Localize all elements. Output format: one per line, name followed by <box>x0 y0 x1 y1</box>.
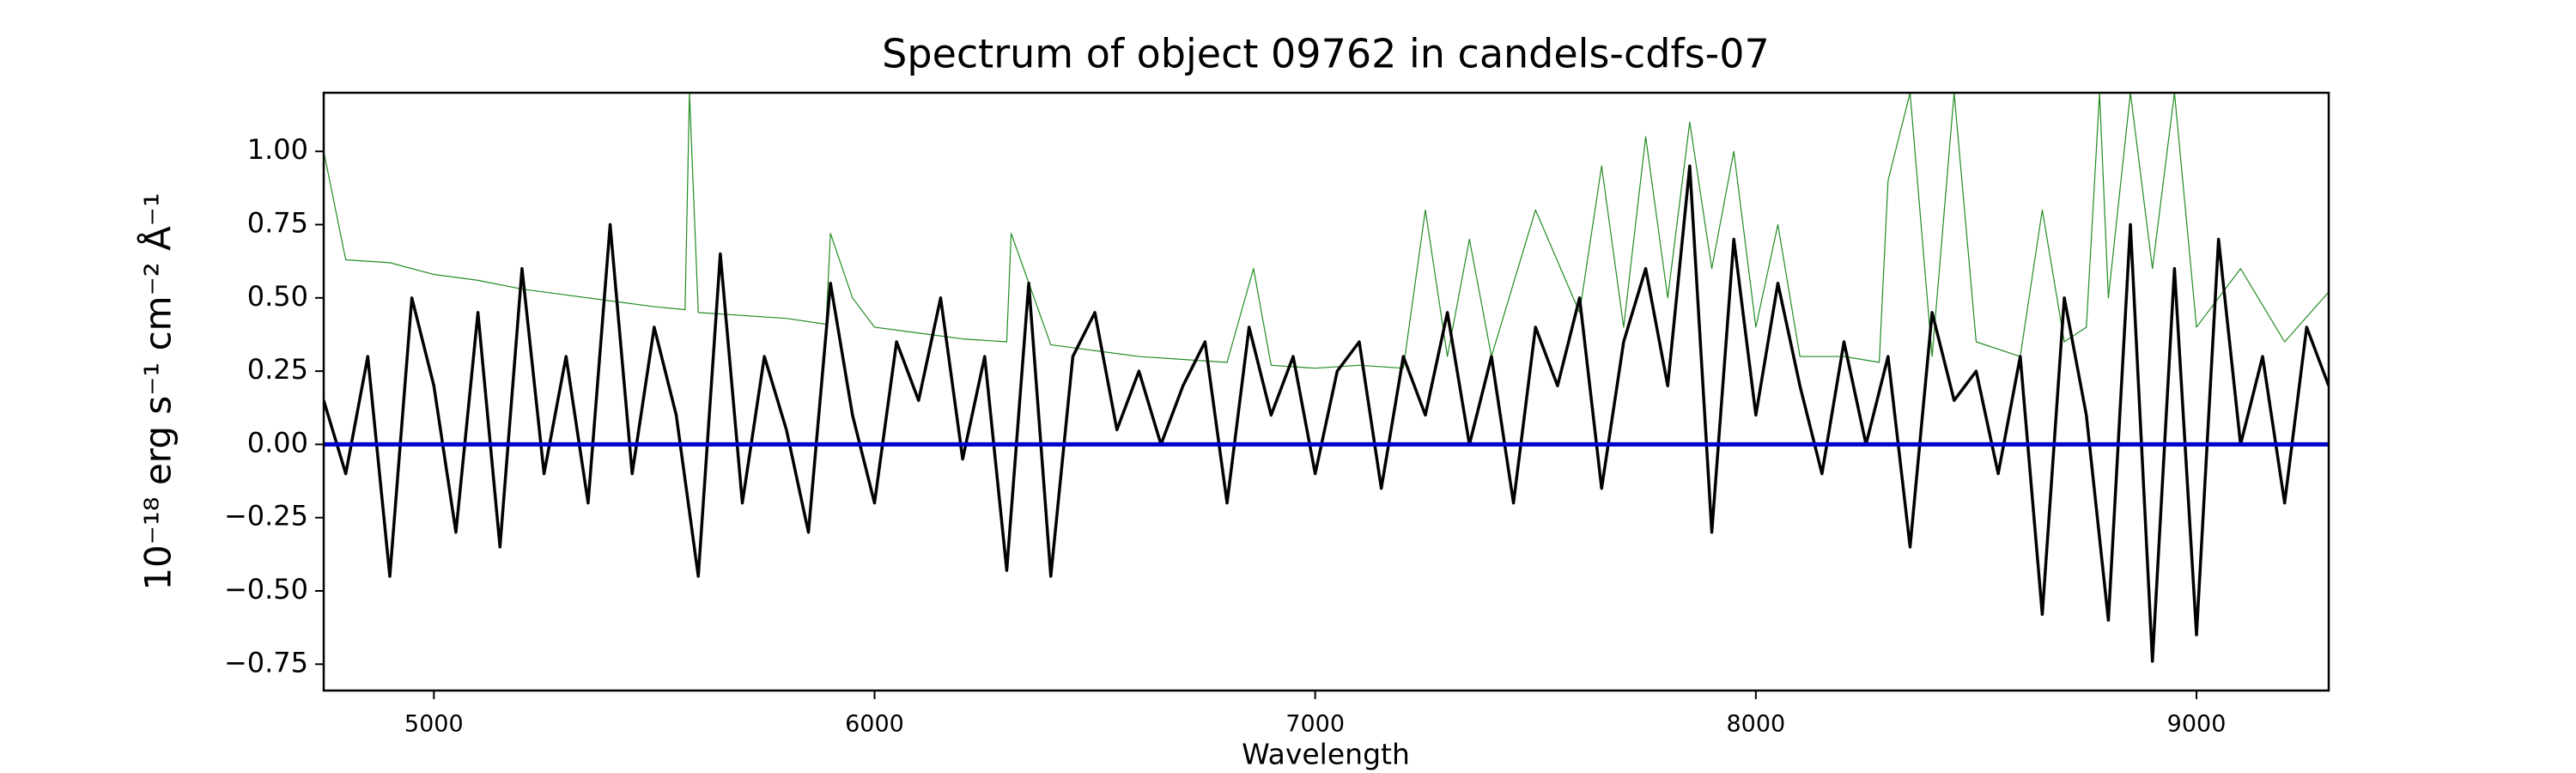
chart-title: Spectrum of object 09762 in candels-cdfs… <box>882 31 1770 77</box>
axes-frame <box>322 91 2330 692</box>
y-tick-label: 0.00 <box>247 426 308 459</box>
x-tick-label: 6000 <box>845 711 904 738</box>
x-tick-label: 8000 <box>1726 711 1785 738</box>
y-tick-label: 0.50 <box>247 280 308 313</box>
y-tick-label: −0.75 <box>224 646 308 679</box>
y-tick-label: 0.75 <box>247 207 308 240</box>
y-tick-label: 1.00 <box>247 133 308 166</box>
spectrum-line <box>324 164 2329 663</box>
x-tick-label: 7000 <box>1285 711 1345 738</box>
spectrum-line <box>324 93 2329 369</box>
x-tick-label: 9000 <box>2167 711 2227 738</box>
y-tick-label: −0.50 <box>224 573 308 606</box>
y-axis-label: 10⁻¹⁸ erg s⁻¹ cm⁻² Å⁻¹ <box>137 192 179 590</box>
y-tick-label: 0.25 <box>247 353 308 386</box>
plot-area <box>324 93 2329 663</box>
x-tick-label: 5000 <box>404 711 464 738</box>
x-axis-label: Wavelength <box>1242 738 1410 771</box>
y-tick-label: −0.25 <box>224 500 308 533</box>
